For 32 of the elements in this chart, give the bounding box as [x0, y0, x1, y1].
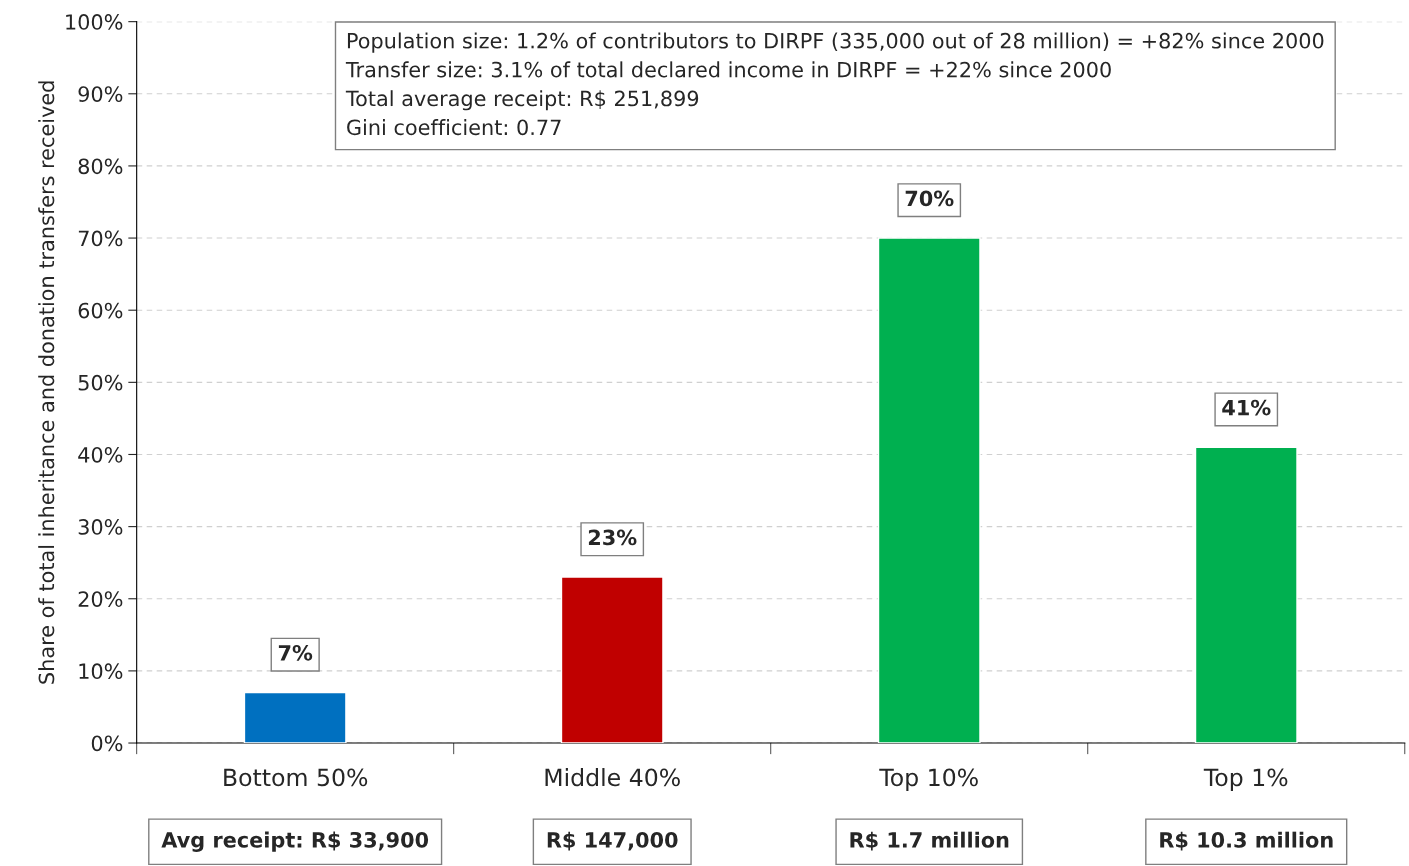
- bar: [243, 691, 347, 744]
- data-label: 41%: [1222, 399, 1271, 416]
- text: Avg receipt: R$ 33,900: [161, 831, 429, 852]
- annotation: Gini coefficient: 0.77: [347, 119, 561, 136]
- y-tick-label: 50%: [78, 374, 123, 391]
- text: R$ 10.3 million: [1160, 831, 1333, 851]
- x-tick-label: Top 10%: [879, 768, 978, 791]
- data-label: 70%: [905, 190, 954, 207]
- annotation: Population size: 1.2% of contributors to DIRPF (335,000 out of 28 million) = +82% since 2000: [347, 32, 1324, 53]
- x-tick-label: Middle 40%: [545, 768, 680, 787]
- y-tick-label: 40%: [78, 446, 123, 463]
- x-tick-label: Bottom 50%: [224, 768, 368, 787]
- y-tick-label: 10%: [79, 663, 123, 680]
- bar: [877, 237, 981, 744]
- text: R$ 147,000: [547, 831, 678, 851]
- bar: [560, 576, 664, 744]
- y-tick-label: 90%: [78, 86, 123, 102]
- y-tick-label: 100%: [66, 14, 123, 30]
- y-tick-label: 20%: [78, 591, 123, 607]
- y-tick-label: 60%: [78, 302, 123, 319]
- y-tick-label: 0%: [91, 735, 123, 752]
- text: R$ 1.7 million: [850, 831, 1009, 851]
- annotation: Transfer size: 3.1% of total declared income in DIRPF = +22% since 2000: [345, 61, 1111, 78]
- y-tick-label: 70%: [78, 230, 123, 247]
- y-axis-title: Share of total inheritance and donation transfers received: [38, 81, 55, 684]
- y-tick-label: 80%: [78, 158, 123, 175]
- x-tick-label: Top 1%: [1203, 768, 1288, 791]
- bar: [1194, 446, 1298, 744]
- data-label: 23%: [588, 529, 637, 546]
- annotation: Total average receipt: R$ 251,899: [345, 90, 699, 111]
- y-tick-label: 30%: [78, 519, 123, 535]
- data-label: 7%: [278, 644, 313, 661]
